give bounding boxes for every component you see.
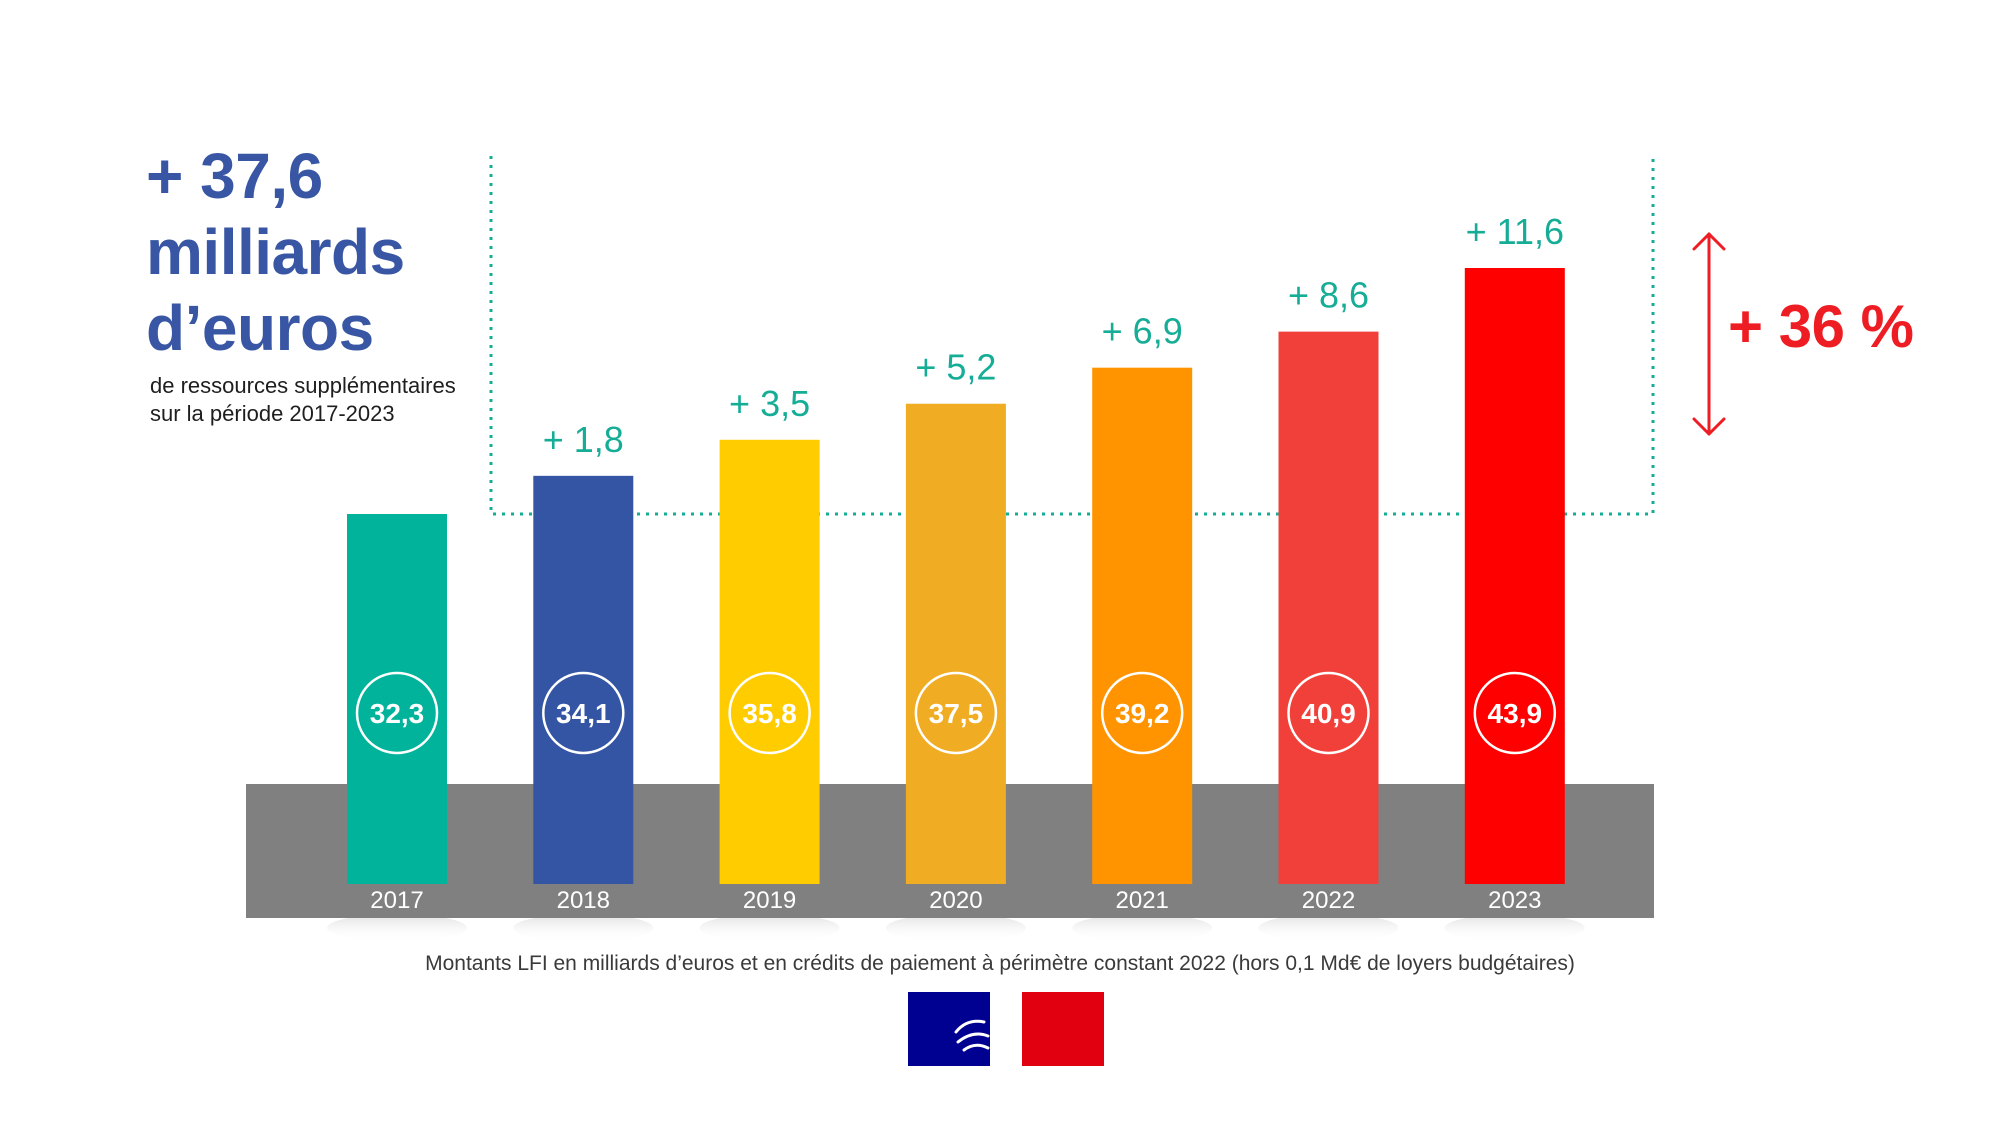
increment-label-2019: + 3,5 <box>729 383 810 424</box>
value-circle-2018 <box>542 671 625 755</box>
bar-2017 <box>347 514 447 884</box>
year-label-2023: 2023 <box>1488 887 1541 914</box>
year-label-2021: 2021 <box>1116 887 1169 914</box>
bar-shadow <box>1444 914 1585 942</box>
value-label-2022: 40,9 <box>1301 698 1356 729</box>
chart-caption: Montants LFI en milliards d’euros et en … <box>425 952 1575 975</box>
bar-shadow <box>1258 914 1399 942</box>
value-circle-2019 <box>728 671 811 755</box>
year-label-2020: 2020 <box>929 887 982 914</box>
bar-2021 <box>1092 367 1193 884</box>
headline-subtitle: de ressources supplémentaires sur la pér… <box>150 372 456 428</box>
value-circle-2020 <box>914 671 998 755</box>
year-label-2017: 2017 <box>370 887 423 914</box>
year-label-2018: 2018 <box>557 887 610 914</box>
double-arrow-vertical-icon <box>1692 232 1726 436</box>
bar-shadow <box>885 914 1026 942</box>
increment-label-2018: + 1,8 <box>543 419 624 460</box>
value-circle-2017 <box>355 671 439 755</box>
value-label-2021: 39,2 <box>1115 698 1170 729</box>
increment-label-2022: + 8,6 <box>1288 275 1369 316</box>
value-circle-2021 <box>1100 671 1184 755</box>
growth-percentage: + 36 % <box>1728 293 1914 360</box>
bars-group: 32,3 2017 34,1 + 1,8 2018 35,8 + 3,5 2019 37,5 + … <box>347 211 1565 914</box>
year-label-2019: 2019 <box>743 887 796 914</box>
value-label-2019: 35,8 <box>742 698 797 729</box>
subtitle-line1: de ressources supplémentaires <box>150 373 456 398</box>
republique-francaise-marianne-logo-icon <box>908 992 1104 1066</box>
bar-2023 <box>1464 268 1565 884</box>
value-label-2020: 37,5 <box>929 698 984 729</box>
value-label-2017: 32,3 <box>370 698 425 729</box>
bar-2018 <box>533 475 634 884</box>
headline-unit-line1: milliards <box>146 216 405 288</box>
bar-shadow <box>327 914 467 942</box>
value-circle-2022 <box>1287 671 1370 755</box>
bar-2020 <box>905 403 1006 884</box>
value-label-2018: 34,1 <box>556 698 611 729</box>
value-circle-2023 <box>1473 671 1557 755</box>
increment-label-2023: + 11,6 <box>1466 211 1564 252</box>
increase-bracket <box>489 156 1655 516</box>
headline-unit-line2: d’euros <box>146 292 374 364</box>
headline-title: + 37,6 milliards d’euros <box>146 138 405 366</box>
bar-2019 <box>719 439 820 884</box>
bar-shadow <box>1072 914 1213 942</box>
increment-label-2020: + 5,2 <box>915 347 996 388</box>
value-label-2023: 43,9 <box>1488 698 1543 729</box>
increment-label-2021: + 6,9 <box>1102 311 1183 352</box>
bar-2022 <box>1278 331 1379 884</box>
bar-shadow <box>699 914 840 942</box>
headline-total: + 37,6 <box>146 140 323 212</box>
subtitle-line2: sur la période 2017-2023 <box>150 401 395 426</box>
base-shadows <box>327 914 1585 942</box>
year-label-2022: 2022 <box>1302 887 1355 914</box>
bar-shadow <box>513 914 654 942</box>
